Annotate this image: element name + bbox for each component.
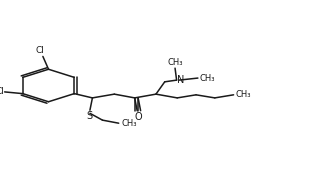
Text: O: O — [135, 112, 142, 122]
Text: S: S — [87, 111, 93, 121]
Text: Cl: Cl — [35, 46, 44, 55]
Text: CH₃: CH₃ — [167, 58, 183, 67]
Text: CH₃: CH₃ — [199, 74, 215, 83]
Text: Cl: Cl — [0, 87, 5, 96]
Text: CH₃: CH₃ — [121, 119, 137, 128]
Text: N: N — [177, 75, 185, 85]
Text: CH₃: CH₃ — [235, 90, 251, 99]
